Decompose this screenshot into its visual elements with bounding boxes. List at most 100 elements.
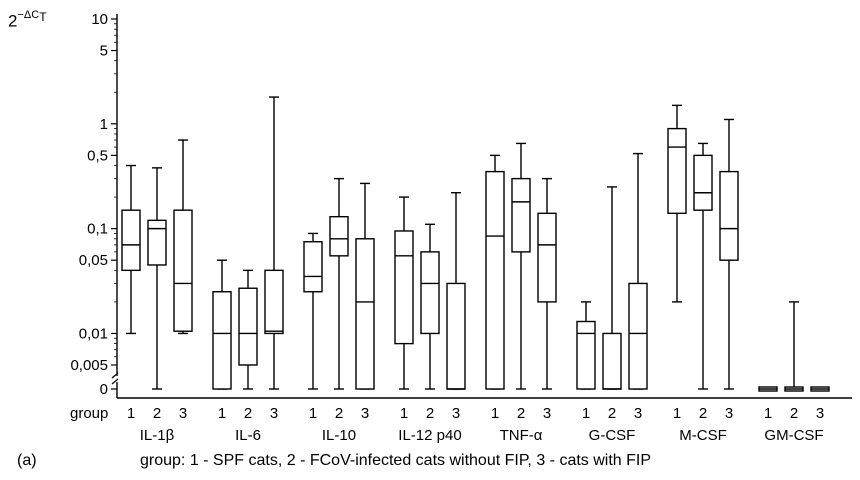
y-axis-label-exponent: −ΔCT <box>17 9 47 25</box>
y-tick-label: 0,1 <box>87 221 108 238</box>
box-8-1 <box>758 386 778 392</box>
category-label: M-CSF <box>679 427 727 444</box>
box-5-1 <box>485 154 505 390</box>
group-tick-label: 3 <box>725 405 733 422</box>
category-label: G-CSF <box>589 427 636 444</box>
y-tick-label: 10 <box>91 11 108 28</box>
group-tick-label: 3 <box>634 405 642 422</box>
group-tick-label: 3 <box>816 405 824 422</box>
y-axis-label-base: 2 <box>8 11 18 31</box>
box-iqr <box>355 238 375 390</box>
box-iqr <box>602 332 622 390</box>
category-label: IL-6 <box>235 427 261 444</box>
box-iqr <box>719 170 739 261</box>
box-iqr <box>394 230 414 345</box>
group-tick-label: 1 <box>764 405 772 422</box>
box-iqr <box>511 177 531 253</box>
box-7-3 <box>719 118 739 390</box>
box-4-3 <box>446 192 466 390</box>
y-axis-label-exp-sub: T <box>39 10 47 25</box>
y-tick-label: 5 <box>100 43 108 60</box>
box-6-3 <box>628 152 648 390</box>
group-legend-note: group: 1 - SPF cats, 2 - FCoV-infected c… <box>140 452 652 469</box>
box-5-2 <box>511 142 531 390</box>
group-tick-label: 2 <box>244 405 252 422</box>
box-iqr <box>628 282 648 390</box>
axis-break-mark <box>111 372 119 385</box>
box-1-2 <box>147 167 167 390</box>
box-6-2 <box>602 186 622 390</box>
category-label: GM-CSF <box>764 427 823 444</box>
group-tick-label: 1 <box>673 405 681 422</box>
box-iqr <box>212 291 232 390</box>
box-1-1 <box>121 164 141 335</box>
group-tick-label: 2 <box>790 405 798 422</box>
y-tick-label: 0,5 <box>87 147 108 164</box>
group-tick-label: 1 <box>309 405 317 422</box>
box-iqr <box>173 209 193 332</box>
box-2-2 <box>238 269 258 390</box>
category-label: IL-12 p40 <box>398 427 461 444</box>
category-label: IL-10 <box>322 427 356 444</box>
box-iqr <box>576 320 596 390</box>
box-iqr <box>121 209 141 272</box>
group-tick-label: 3 <box>543 405 551 422</box>
y-tick-label: 0,01 <box>79 325 108 342</box>
box-2-3 <box>264 96 284 390</box>
box-3-2 <box>329 177 349 390</box>
box-iqr <box>667 127 687 215</box>
box-2-1 <box>212 259 232 390</box>
group-tick-label: 1 <box>491 405 499 422</box>
group-tick-label: 2 <box>517 405 525 422</box>
box-iqr <box>264 269 284 335</box>
box-1-3 <box>173 139 193 335</box>
y-tick-label: 0,005 <box>70 357 108 374</box>
y-tick-label: 1 <box>100 116 108 133</box>
box-iqr <box>693 154 713 211</box>
box-3-3 <box>355 182 375 390</box>
y-axis-label: 2−ΔCT <box>8 9 47 31</box>
group-tick-label: 1 <box>127 405 135 422</box>
box-iqr <box>537 212 557 303</box>
box-iqr <box>329 215 349 257</box>
group-tick-label: 1 <box>218 405 226 422</box>
group-tick-label: 1 <box>400 405 408 422</box>
y-tick-label: 0 <box>100 381 108 398</box>
y-ticks: 10 5 1 0,5 0,1 0,05 0,01 0,005 0 <box>70 11 117 398</box>
group-tick-label: 2 <box>426 405 434 422</box>
box-4-2 <box>420 223 440 390</box>
box-iqr <box>303 241 323 293</box>
category-label: TNF-α <box>500 427 543 444</box>
box-8-3 <box>810 386 830 392</box>
box-iqr <box>485 170 505 390</box>
group-tick-label: 2 <box>608 405 616 422</box>
group-tick-label: 3 <box>179 405 187 422</box>
box-iqr <box>238 287 258 366</box>
group-tick-label: 2 <box>153 405 161 422</box>
category-label: IL-1β <box>140 427 175 444</box>
box-5-3 <box>537 177 557 390</box>
group-tick-label: 2 <box>335 405 343 422</box>
x-axis-label: group <box>70 405 108 422</box>
group-tick-label: 2 <box>699 405 707 422</box>
box-iqr <box>446 282 466 390</box>
box-7-1 <box>667 104 687 303</box>
box-7-2 <box>693 142 713 390</box>
box-4-1 <box>394 196 414 390</box>
x-labels: group 1 2 3IL-1β1 2 3IL-61 2 3IL-101 2 3IL-12 p40… <box>70 405 824 444</box>
axes <box>111 14 852 399</box>
y-axis-label-exp-prefix: −ΔC <box>17 9 40 21</box>
box-3-1 <box>303 232 323 390</box>
group-tick-label: 3 <box>270 405 278 422</box>
box-8-2 <box>784 301 804 392</box>
panel-label: (a) <box>17 452 37 469</box>
group-tick-label: 3 <box>361 405 369 422</box>
group-tick-label: 1 <box>582 405 590 422</box>
group-tick-label: 3 <box>452 405 460 422</box>
box-6-1 <box>576 301 596 390</box>
box-iqr <box>420 251 440 335</box>
boxes <box>121 96 830 392</box>
y-tick-label: 0,05 <box>79 252 108 269</box>
box-iqr <box>147 219 167 266</box>
